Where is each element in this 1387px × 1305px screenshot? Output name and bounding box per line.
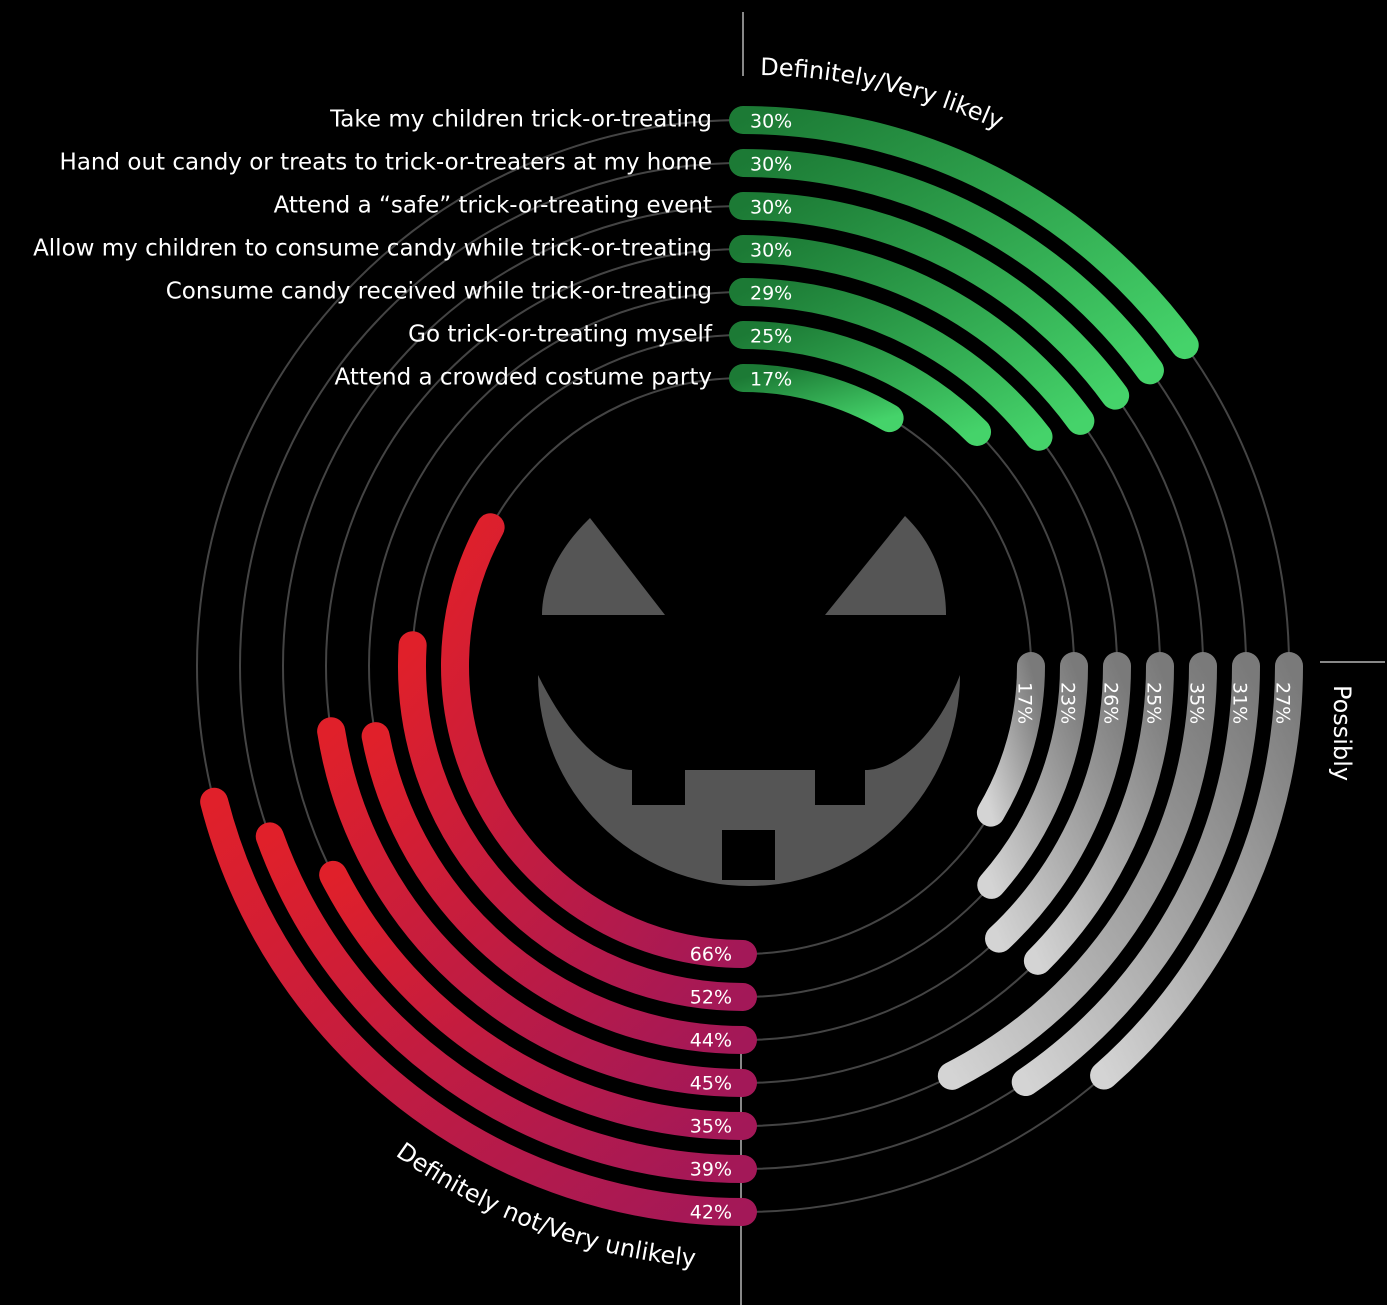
bar bbox=[255, 822, 757, 1183]
category-label: Allow my children to consume candy while… bbox=[33, 236, 712, 262]
bar bbox=[729, 321, 992, 446]
value-label: 29% bbox=[750, 283, 792, 305]
bar bbox=[729, 149, 1164, 385]
value-label: 30% bbox=[750, 154, 792, 176]
value-label: 66% bbox=[690, 944, 732, 966]
value-label: 52% bbox=[690, 987, 732, 1009]
bar bbox=[398, 631, 757, 1011]
value-label: 25% bbox=[1143, 682, 1165, 724]
bars bbox=[200, 106, 1303, 1226]
value-label: 27% bbox=[1272, 682, 1294, 724]
value-label: 44% bbox=[690, 1030, 732, 1052]
bar bbox=[319, 860, 757, 1140]
value-label: 30% bbox=[750, 240, 792, 262]
bar bbox=[361, 722, 757, 1054]
value-label: 31% bbox=[1229, 682, 1251, 724]
bar bbox=[976, 652, 1045, 827]
bar bbox=[441, 513, 757, 968]
value-label: 35% bbox=[690, 1116, 732, 1138]
value-label: 39% bbox=[690, 1159, 732, 1181]
bar bbox=[729, 364, 904, 433]
value-label: 42% bbox=[690, 1202, 732, 1224]
bar bbox=[729, 106, 1199, 360]
bar bbox=[729, 235, 1095, 435]
value-label: 17% bbox=[750, 369, 792, 391]
value-label: 26% bbox=[1100, 682, 1122, 724]
value-label: 17% bbox=[1014, 682, 1036, 724]
value-label: 45% bbox=[690, 1073, 732, 1095]
bar bbox=[1090, 652, 1303, 1090]
category-label: Take my children trick-or-treating bbox=[329, 107, 712, 133]
value-label: 23% bbox=[1057, 682, 1079, 724]
value-label: 30% bbox=[750, 111, 792, 133]
value-label: 35% bbox=[1186, 682, 1208, 724]
bar bbox=[977, 652, 1088, 899]
series-label: Possibly bbox=[1328, 685, 1356, 781]
pumpkin-face bbox=[538, 516, 960, 886]
bar bbox=[200, 787, 757, 1226]
bar bbox=[985, 652, 1131, 953]
bar bbox=[729, 192, 1130, 410]
value-label: 25% bbox=[750, 326, 792, 348]
bar bbox=[937, 652, 1217, 1090]
category-label: Go trick-or-treating myself bbox=[408, 322, 713, 348]
bar bbox=[1011, 652, 1260, 1097]
category-label: Hand out candy or treats to trick-or-tre… bbox=[60, 150, 712, 176]
bar bbox=[1023, 652, 1174, 975]
bar bbox=[729, 278, 1053, 451]
value-label: 30% bbox=[750, 197, 792, 219]
category-label: Consume candy received while trick-or-tr… bbox=[166, 279, 712, 305]
category-label: Attend a crowded costume party bbox=[335, 365, 713, 391]
category-label: Attend a “safe” trick-or-treating event bbox=[274, 193, 712, 219]
bar bbox=[317, 717, 757, 1097]
